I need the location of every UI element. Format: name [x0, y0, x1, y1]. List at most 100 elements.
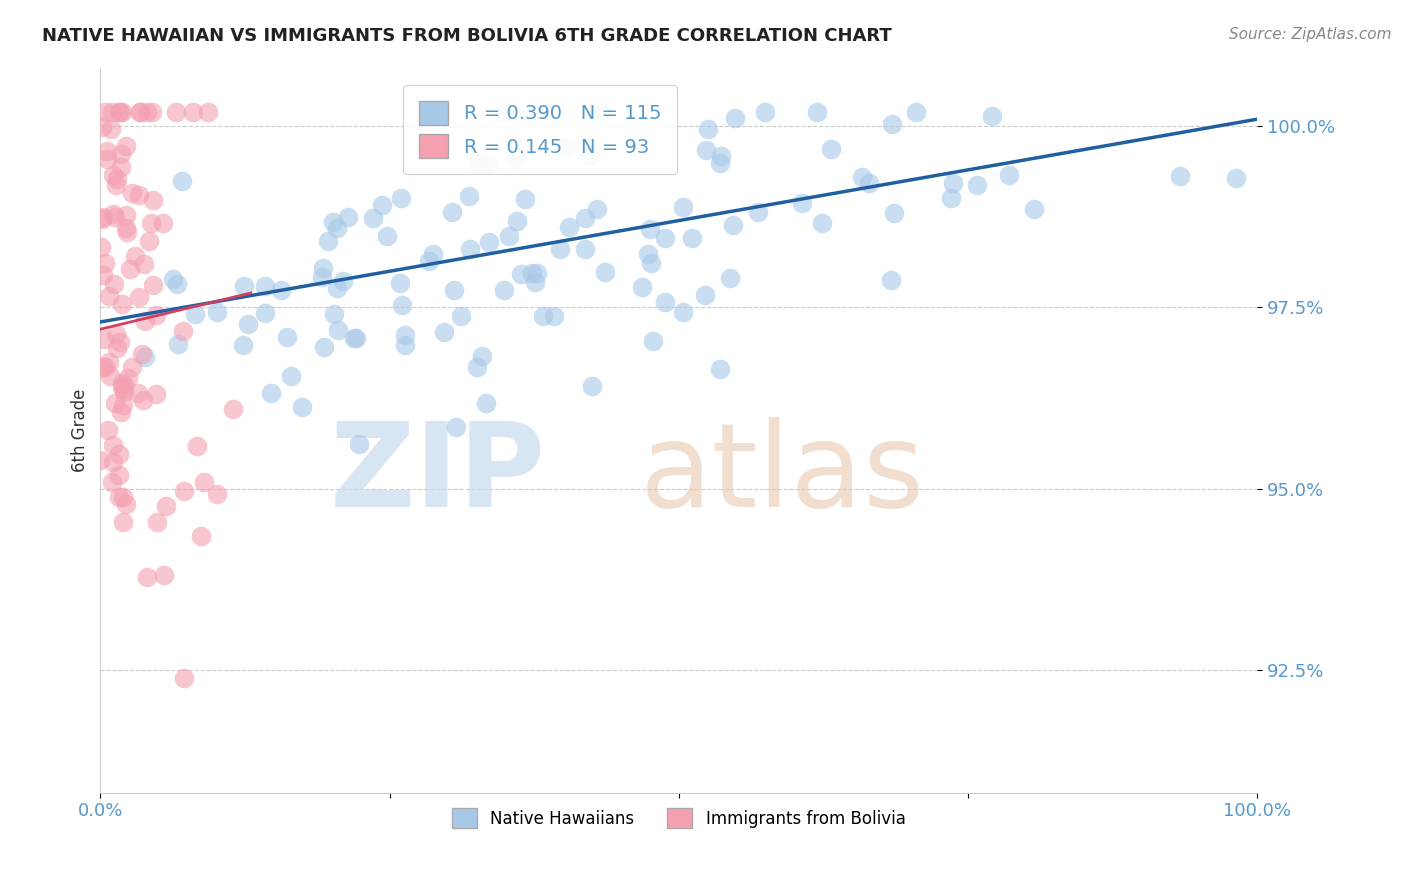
Point [141, 105, 163, 120]
Point [111, 297, 134, 311]
Point [104, 210, 127, 224]
Point [115, 225, 138, 239]
Point [718, 270, 741, 285]
Point [183, 307, 205, 321]
Point [162, 271, 184, 285]
Point [232, 338, 254, 352]
Point [939, 191, 962, 205]
Point [966, 178, 988, 192]
Point [103, 277, 125, 292]
Legend: Native Hawaiians, Immigrants from Bolivia: Native Hawaiians, Immigrants from Bolivi… [446, 801, 912, 835]
Point [593, 265, 616, 279]
Point [312, 340, 335, 354]
Point [111, 399, 134, 413]
Point [332, 275, 354, 289]
Point [492, 283, 515, 297]
Point [146, 515, 169, 529]
Point [276, 330, 298, 344]
Point [723, 111, 745, 125]
Point [311, 270, 333, 285]
Point [105, 327, 128, 342]
Point [172, 324, 194, 338]
Point [531, 309, 554, 323]
Point [166, 277, 188, 291]
Point [637, 247, 659, 261]
Point [643, 334, 665, 348]
Point [108, 105, 131, 120]
Point [100, 105, 122, 120]
Point [101, 168, 124, 182]
Point [1024, 202, 1046, 216]
Point [371, 197, 394, 211]
Point [654, 295, 676, 310]
Point [316, 234, 339, 248]
Point [510, 267, 533, 281]
Y-axis label: 6th Grade: 6th Grade [72, 389, 89, 472]
Point [98, 355, 121, 369]
Point [141, 216, 163, 230]
Point [111, 376, 134, 390]
Point [880, 117, 903, 131]
Point [134, 313, 156, 327]
Point [998, 169, 1021, 183]
Point [110, 146, 132, 161]
Point [97, 424, 120, 438]
Point [222, 401, 245, 416]
Point [747, 205, 769, 219]
Point [105, 171, 128, 186]
Point [115, 220, 138, 235]
Point [723, 219, 745, 233]
Point [555, 139, 578, 153]
Point [108, 447, 131, 461]
Point [585, 202, 607, 216]
Point [205, 305, 228, 319]
Point [1170, 169, 1192, 184]
Point [477, 157, 499, 171]
Point [851, 170, 873, 185]
Point [325, 281, 347, 295]
Point [478, 235, 501, 249]
Point [97, 289, 120, 303]
Point [697, 121, 720, 136]
Point [134, 257, 156, 271]
Point [111, 380, 134, 394]
Point [112, 382, 135, 396]
Point [105, 178, 128, 192]
Point [104, 396, 127, 410]
Point [270, 283, 292, 297]
Point [280, 368, 302, 383]
Point [111, 105, 134, 120]
Point [458, 188, 481, 202]
Text: Source: ZipAtlas.com: Source: ZipAtlas.com [1229, 27, 1392, 42]
Point [181, 105, 204, 120]
Point [471, 349, 494, 363]
Point [111, 516, 134, 530]
Point [205, 487, 228, 501]
Point [90, 240, 112, 254]
Point [443, 283, 465, 297]
Point [440, 205, 463, 219]
Point [326, 323, 349, 337]
Point [631, 280, 654, 294]
Point [548, 242, 571, 256]
Text: NATIVE HAWAIIAN VS IMMIGRANTS FROM BOLIVIA 6TH GRADE CORRELATION CHART: NATIVE HAWAIIAN VS IMMIGRANTS FROM BOLIV… [42, 27, 891, 45]
Point [253, 306, 276, 320]
Point [458, 242, 481, 256]
Point [145, 386, 167, 401]
Point [115, 497, 138, 511]
Point [127, 386, 149, 401]
Point [710, 149, 733, 163]
Point [101, 475, 124, 490]
Point [108, 335, 131, 350]
Point [291, 400, 314, 414]
Point [152, 216, 174, 230]
Point [138, 234, 160, 248]
Point [118, 261, 141, 276]
Point [260, 385, 283, 400]
Point [190, 528, 212, 542]
Point [422, 247, 444, 261]
Point [254, 279, 277, 293]
Point [91, 210, 114, 224]
Point [418, 253, 440, 268]
Point [186, 440, 208, 454]
